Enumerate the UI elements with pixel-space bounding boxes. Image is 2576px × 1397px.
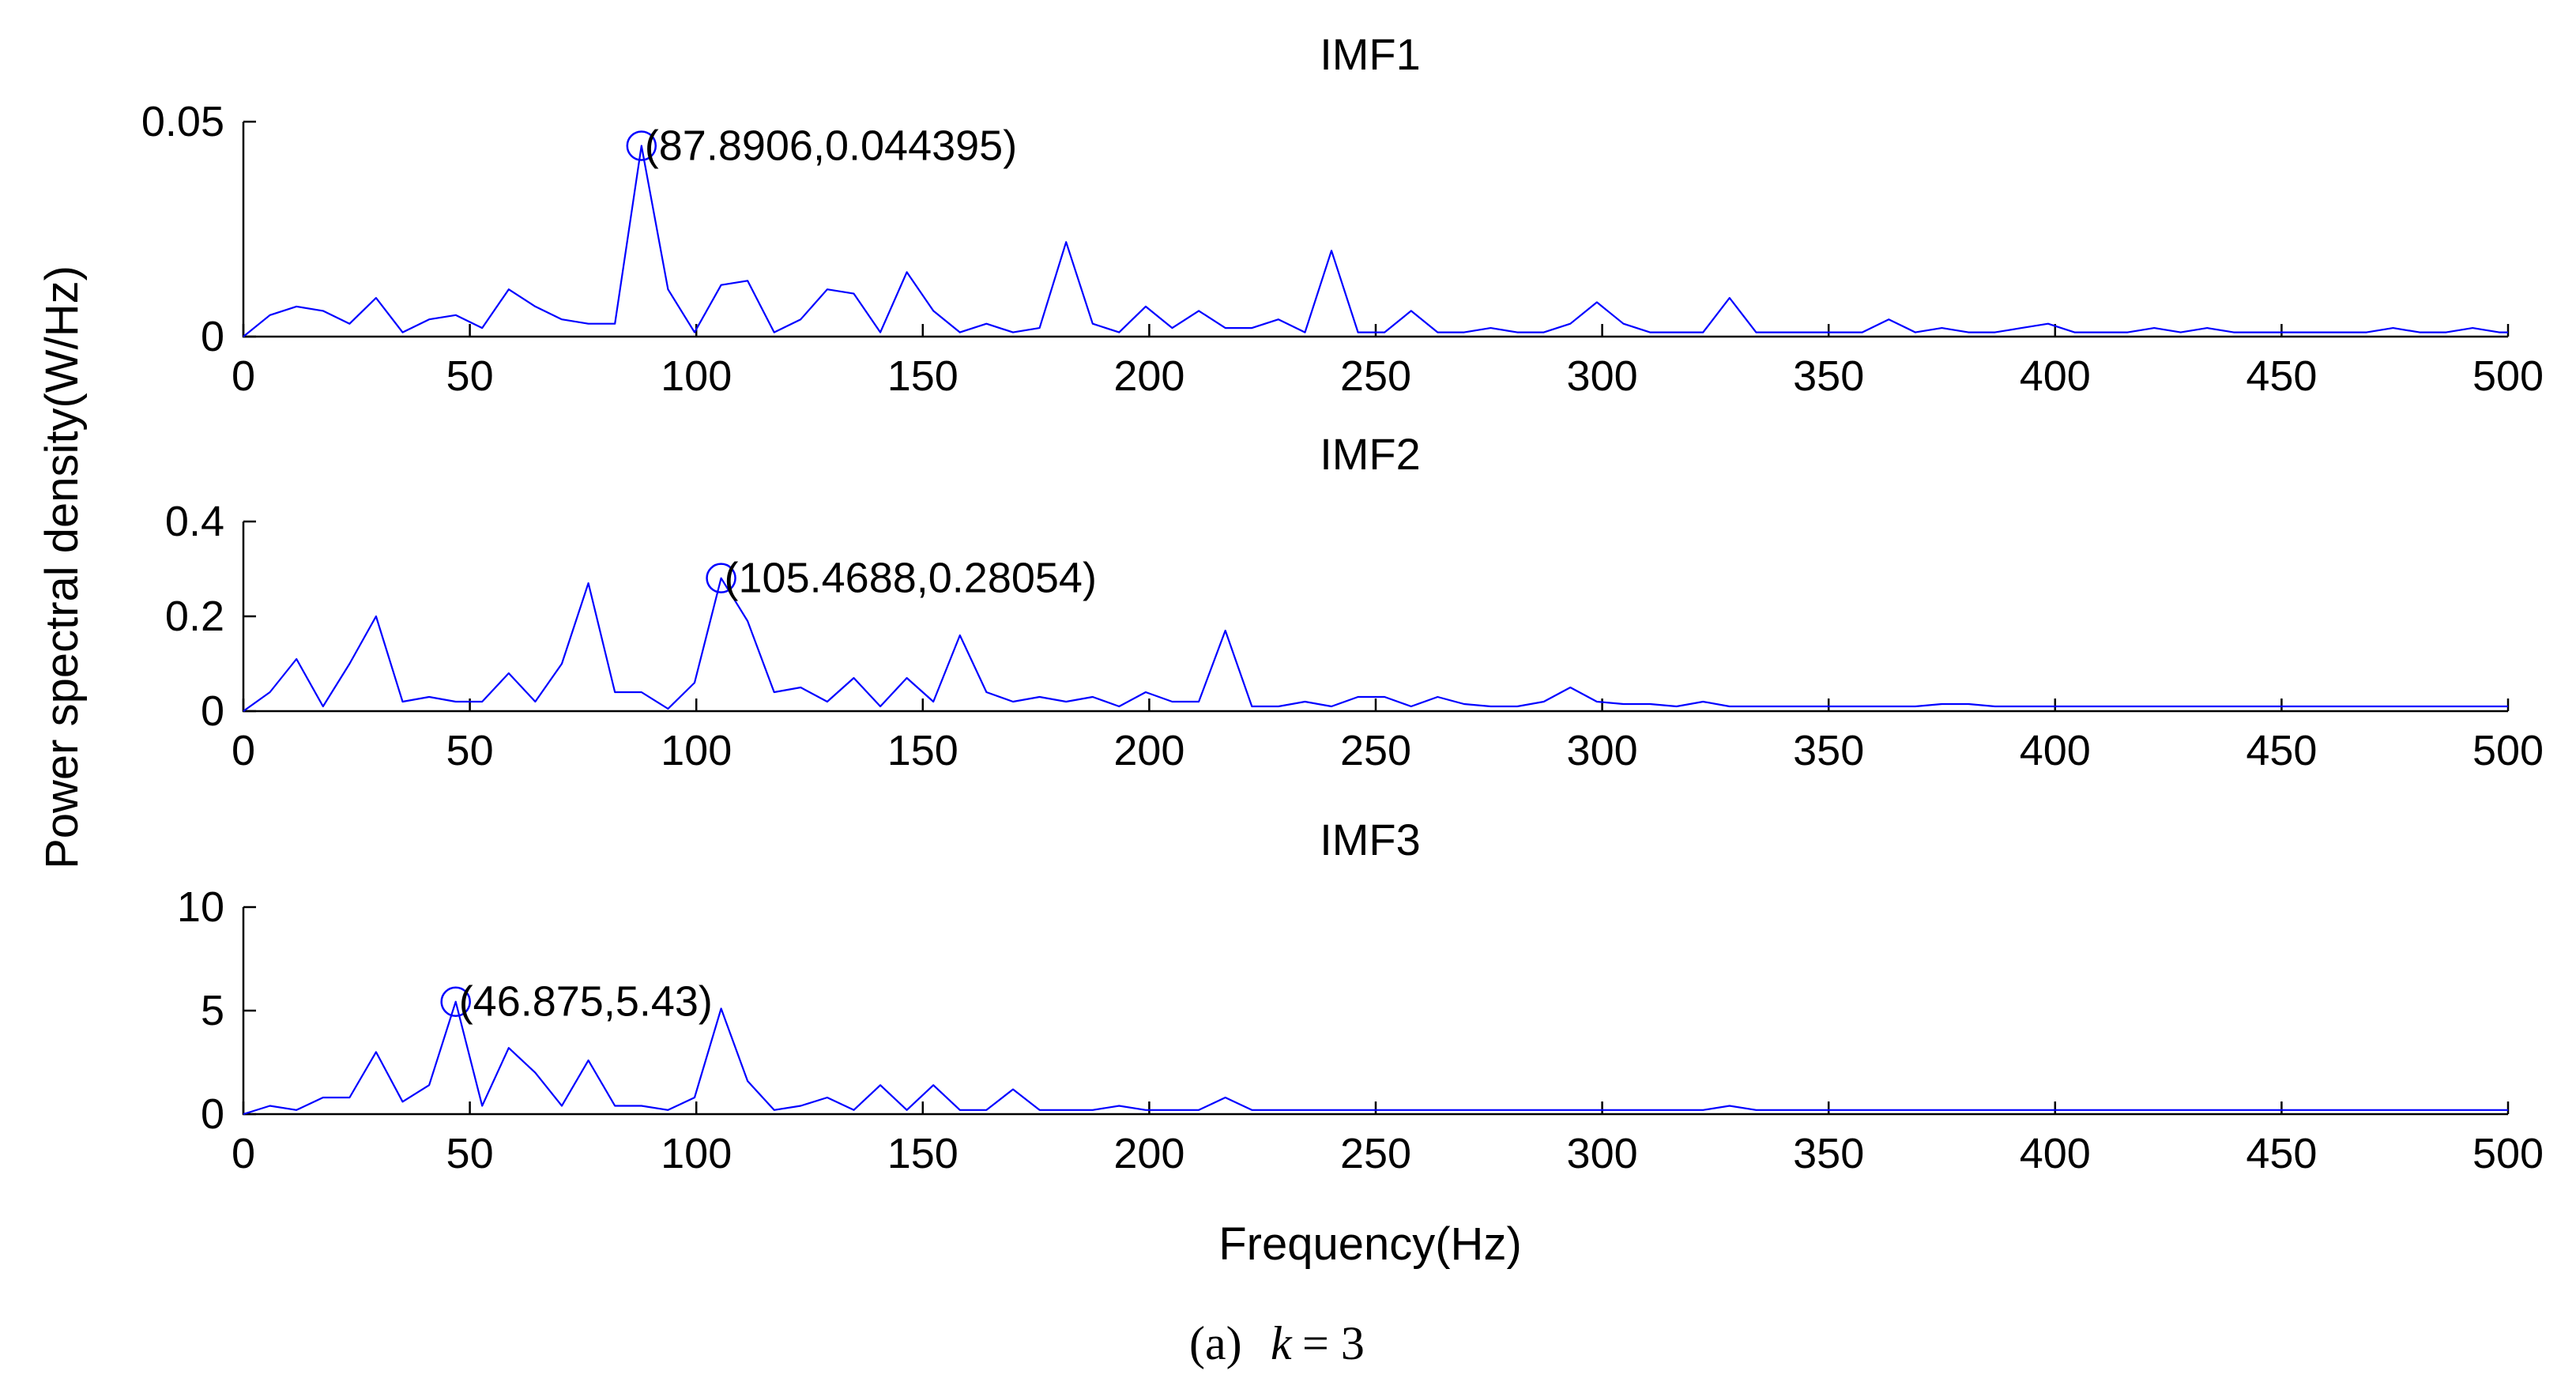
x-tick-label: 150 <box>887 1130 958 1177</box>
peak-annotation-label: (105.4688,0.28054) <box>725 555 1097 602</box>
y-tick-label: 10 <box>177 883 224 931</box>
peak-marker <box>706 563 736 593</box>
x-tick-label: 350 <box>1793 727 1864 774</box>
psd-series-line <box>243 1000 2508 1116</box>
y-tick-label: 0 <box>201 313 224 360</box>
x-tick-label: 450 <box>2246 352 2317 400</box>
x-tick-label: 350 <box>1793 352 1864 400</box>
x-tick-label: 500 <box>2472 1130 2544 1177</box>
peak-marker <box>626 130 657 161</box>
x-tick-label: 300 <box>1567 727 1638 774</box>
y-tick-label: 0.4 <box>165 498 224 545</box>
x-tick-label: 0 <box>232 727 255 774</box>
y-tick-label: 0 <box>201 1090 224 1138</box>
x-tick-label: 200 <box>1113 727 1184 774</box>
x-tick-label: 50 <box>446 1130 494 1177</box>
x-tick-label: 250 <box>1340 352 1411 400</box>
x-tick-label: 500 <box>2472 352 2544 400</box>
x-tick-label: 300 <box>1567 352 1638 400</box>
x-tick-label: 100 <box>661 727 732 774</box>
psd-series-line <box>243 577 2508 712</box>
x-axis-label: Frequency(Hz) <box>1218 1218 1522 1270</box>
x-tick-label: 100 <box>661 352 732 400</box>
x-tick-label: 100 <box>661 1130 732 1177</box>
x-tick-label: 50 <box>446 727 494 774</box>
caption-prefix: (a) <box>1189 1317 1242 1369</box>
subplot-title-imf3: IMF3 <box>1320 815 1421 864</box>
x-tick-label: 450 <box>2246 727 2317 774</box>
y-tick-label: 0 <box>201 687 224 735</box>
x-tick-label: 0 <box>232 1130 255 1177</box>
x-tick-label: 250 <box>1340 1130 1411 1177</box>
psd-series-line <box>243 145 2508 337</box>
x-tick-label: 150 <box>887 352 958 400</box>
y-tick-label: 5 <box>201 987 224 1034</box>
subplot-title-imf1: IMF1 <box>1320 29 1421 79</box>
x-tick-label: 300 <box>1567 1130 1638 1177</box>
y-tick-label: 0.2 <box>165 593 224 640</box>
x-tick-label: 200 <box>1113 352 1184 400</box>
caption-variable: k <box>1271 1317 1293 1369</box>
x-tick-label: 150 <box>887 727 958 774</box>
x-tick-label: 200 <box>1113 1130 1184 1177</box>
subplot-imf3: IMF3 0 50 100 150 200 250 300 350 400 450 500 0 5 10 (… <box>177 815 2544 1177</box>
x-tick-label: 400 <box>2020 352 2091 400</box>
subplot-imf2: IMF2 0 50 100 150 200 250 300 350 400 450 500 0 0.2 0… <box>165 429 2544 774</box>
subplot-imf1: IMF1 0 50 100 150 200 250 300 350 400 450 500 0 0.05… <box>141 29 2544 400</box>
peak-annotation-label: (46.875,5.43) <box>459 978 713 1026</box>
x-tick-label: 50 <box>446 352 494 400</box>
x-tick-label: 400 <box>2020 727 2091 774</box>
y-tick-label: 0.05 <box>141 98 224 145</box>
x-tick-label: 250 <box>1340 727 1411 774</box>
x-tick-label: 400 <box>2020 1130 2091 1177</box>
axis-spines <box>242 522 2508 713</box>
peak-marker <box>440 986 471 1017</box>
x-tick-label: 500 <box>2472 727 2544 774</box>
peak-annotation-label: (87.8906,0.044395) <box>645 122 1017 169</box>
caption-equals: = 3 <box>1302 1317 1365 1369</box>
x-tick-label: 350 <box>1793 1130 1864 1177</box>
subplot-title-imf2: IMF2 <box>1320 429 1421 479</box>
y-axis-label: Power spectral density(W/Hz) <box>36 265 88 869</box>
x-tick-label: 450 <box>2246 1130 2317 1177</box>
axis-spines <box>242 122 2508 338</box>
x-tick-label: 0 <box>232 352 255 400</box>
figure-caption: (a) k = 3 <box>1189 1317 1365 1369</box>
